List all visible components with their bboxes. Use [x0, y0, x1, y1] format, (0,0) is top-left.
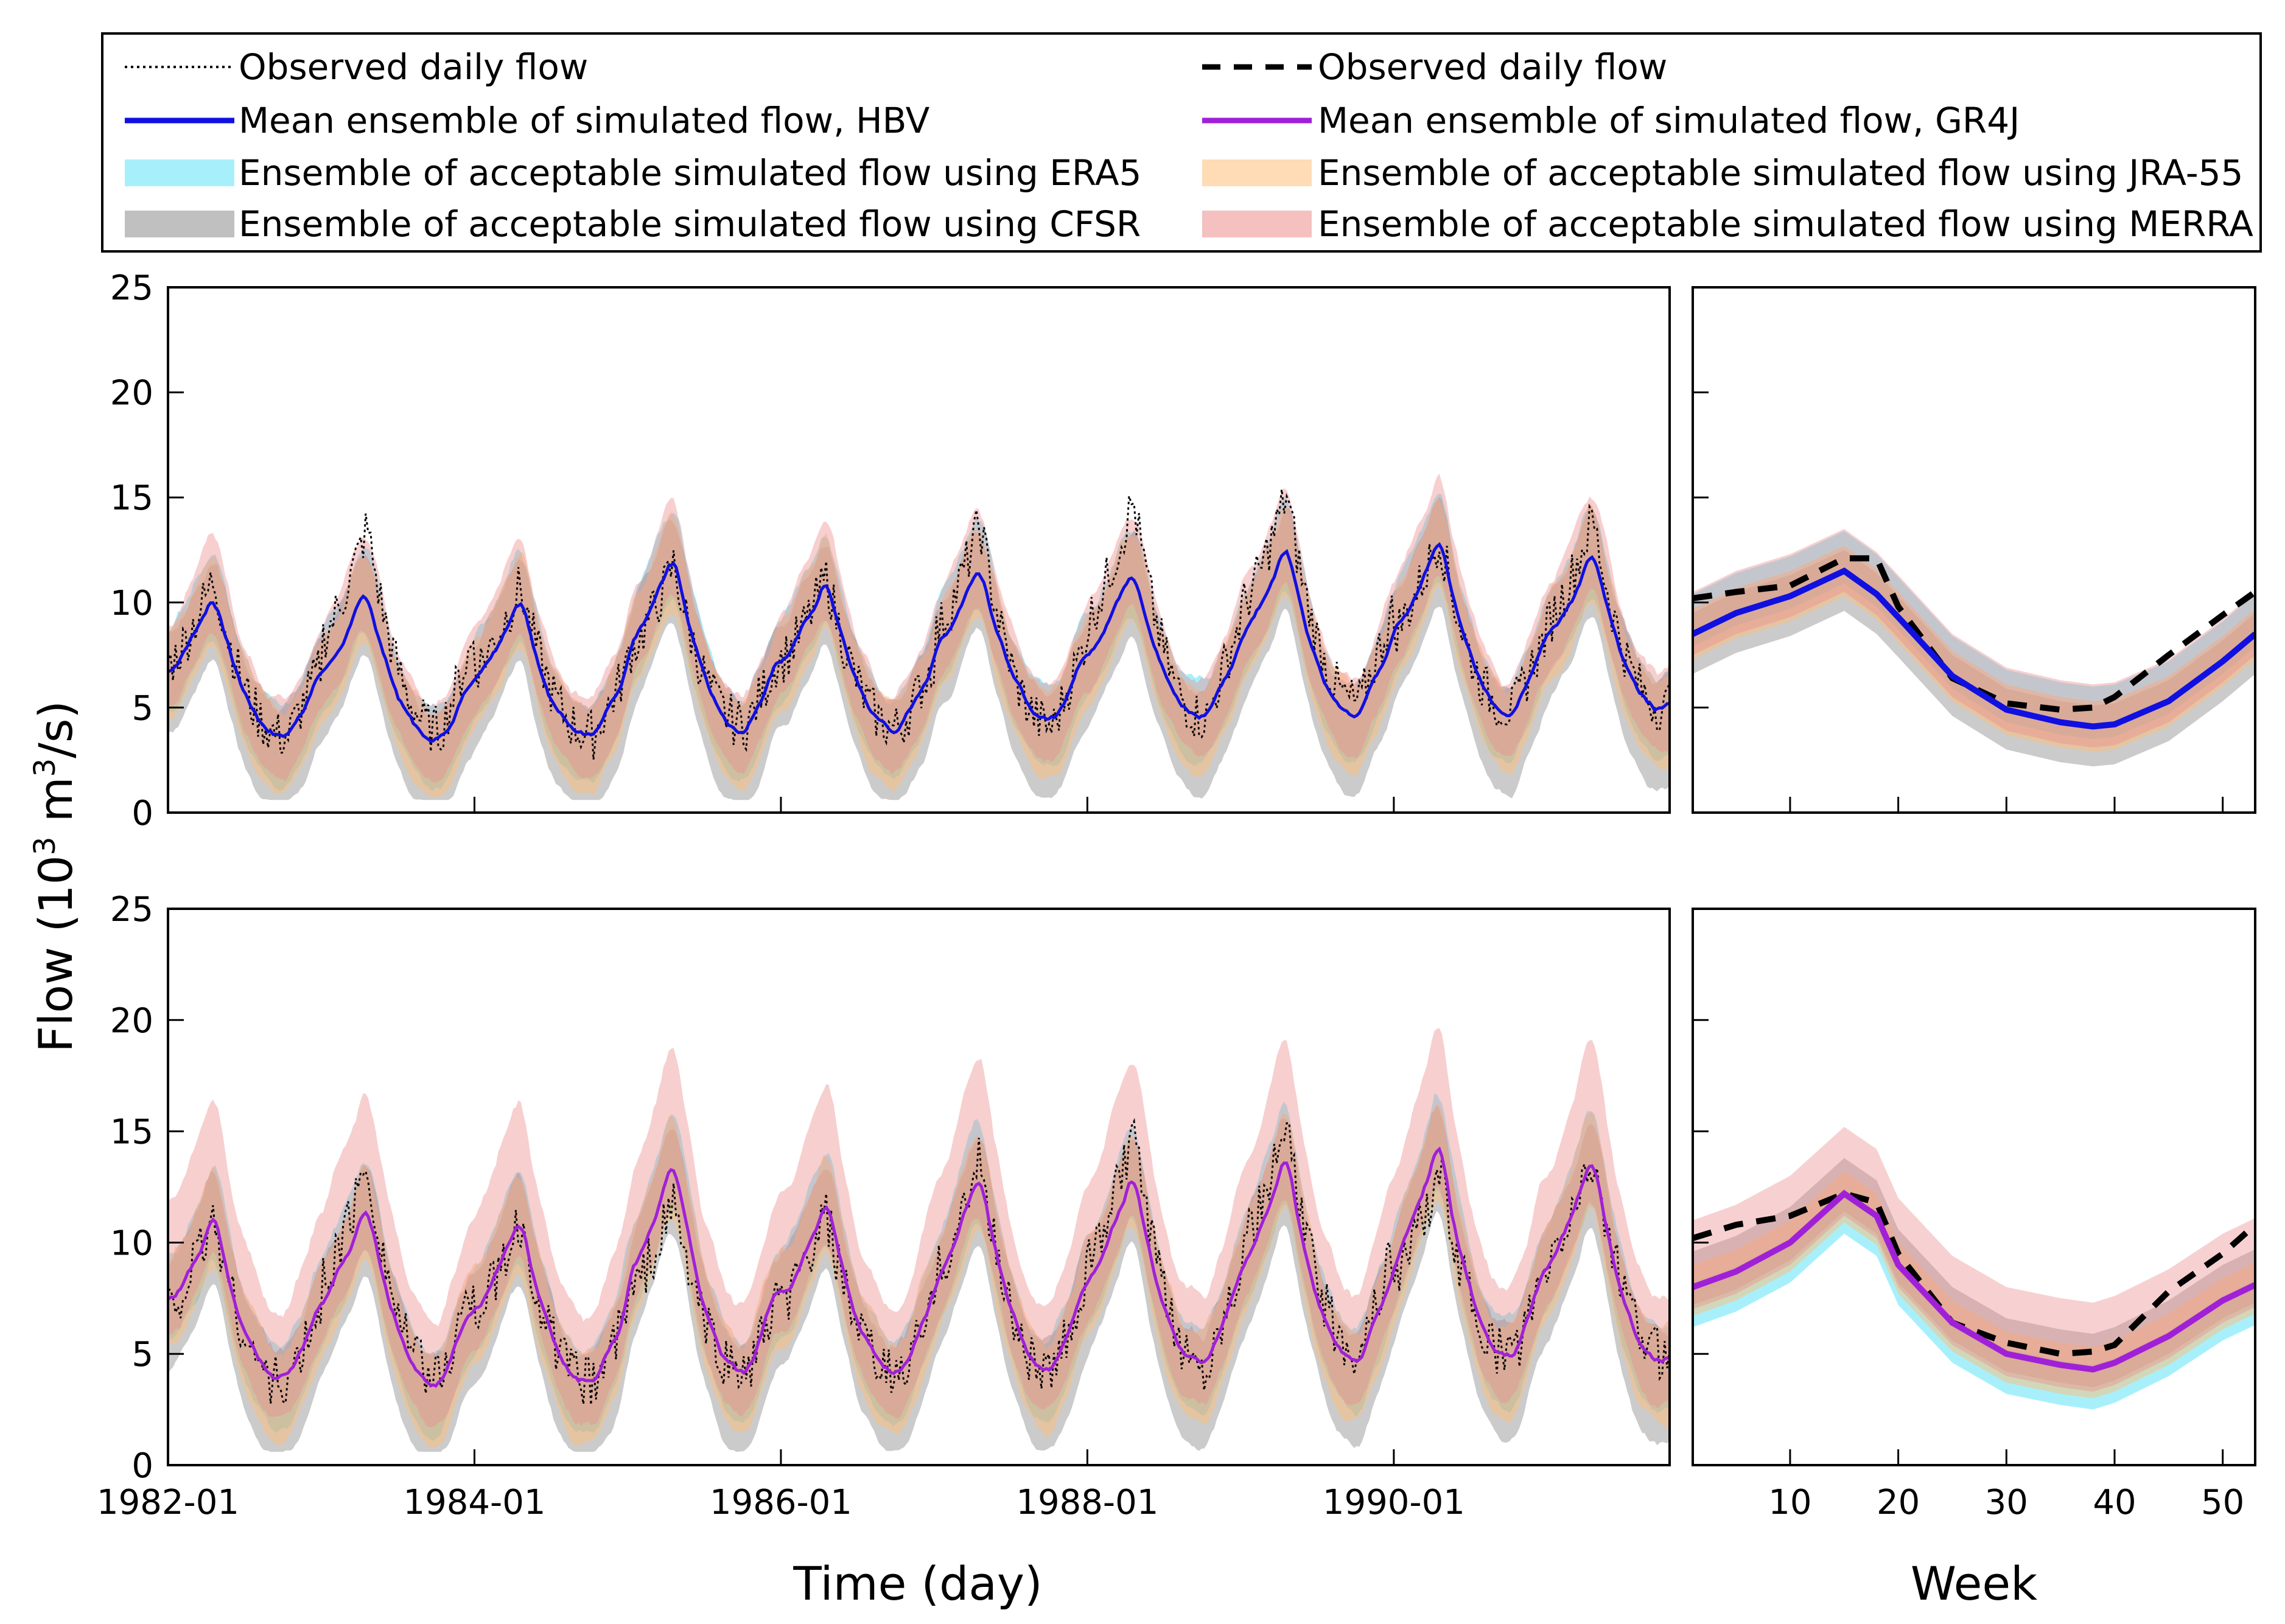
legend-symbol-left-2 [125, 159, 234, 186]
legend-label-right-2: Ensemble of acceptable simulated flow us… [1318, 152, 2243, 194]
bl-xtick-label-2: 1986-01 [710, 1483, 852, 1522]
legend: Observed daily flow Mean ensemble of simu… [101, 32, 2262, 253]
legend-label-right-1: Mean ensemble of simulated flow, GR4J [1318, 100, 2020, 141]
bl-xtick-label-0: 1982-01 [97, 1483, 239, 1522]
panel-gr4j-daily: 0 5 10 15 20 25 1982-01 1984-01 1986-01 1988-01 19… [97, 890, 1671, 1522]
bl-ytick-label-2: 10 [110, 1223, 153, 1263]
br-xtick-label-2: 30 [1985, 1483, 2028, 1522]
legend-label-left-1: Mean ensemble of simulated flow, HBV [239, 100, 930, 141]
br-xtick-label-4: 50 [2201, 1483, 2244, 1522]
bl-band-merra [168, 1028, 1670, 1427]
panel-hbv-daily: 0 5 10 15 20 25 [110, 268, 1671, 833]
br-xtick-label-0: 10 [1768, 1483, 1811, 1522]
panel-hbv-weekly-frame [1692, 286, 2256, 814]
bl-xtick-label-4: 1990-01 [1323, 1483, 1465, 1522]
legend-label-left-0: Observed daily flow [239, 46, 588, 88]
bl-xtick-label-3: 1988-01 [1016, 1483, 1158, 1522]
legend-label-left-2: Ensemble of acceptable simulated flow us… [239, 152, 1141, 194]
panel-gr4j-weekly: 10 20 30 40 50 [1692, 908, 2256, 1522]
br-band-era5 [1693, 1189, 2255, 1410]
panel-gr4j-daily-frame [167, 908, 1671, 1466]
x-axis-title-week: Week [1911, 1556, 2037, 1611]
legend-symbol-right-3 [1202, 211, 1312, 237]
tr-mean-line [1693, 567, 2255, 730]
br-xtick-label-1: 20 [1877, 1483, 1920, 1522]
bl-xtick-label-1: 1984-01 [403, 1483, 545, 1522]
tl-ytick-label-1: 5 [131, 688, 153, 728]
br-xtick-label-3: 40 [2093, 1483, 2136, 1522]
legend-label-right-0: Observed daily flow [1318, 46, 1667, 88]
legend-label-right-3: Ensemble of acceptable simulated flow us… [1318, 203, 2253, 245]
tl-ytick-label-0: 0 [131, 794, 153, 833]
br-band-merra [1693, 1127, 2255, 1392]
bl-ytick-label-1: 5 [131, 1335, 153, 1374]
bl-ytick-label-0: 0 [131, 1446, 153, 1486]
panel-hbv-weekly [1692, 286, 2256, 814]
tl-ytick-label-2: 10 [110, 584, 153, 623]
tl-band-merra [168, 474, 1670, 783]
legend-label-left-3: Ensemble of acceptable simulated flow us… [239, 203, 1141, 245]
legend-frame [101, 32, 2262, 253]
tl-mean-line [168, 542, 1670, 743]
tl-ytick-label-5: 25 [110, 268, 153, 308]
legend-symbol-left-3 [125, 211, 234, 237]
tl-observed-line [168, 489, 1670, 760]
x-axis-title-time: Time (day) [793, 1556, 1042, 1611]
legend-symbol-right-2 [1202, 159, 1312, 186]
br-mean-line [1693, 1189, 2255, 1373]
bl-ytick-label-3: 15 [110, 1113, 153, 1152]
bl-mean-line [168, 1146, 1670, 1388]
br-observed-line [1693, 1190, 2255, 1357]
tl-ytick-label-4: 20 [110, 374, 153, 413]
tr-band-merra [1693, 529, 2255, 747]
bl-ytick-label-4: 20 [110, 1001, 153, 1041]
panel-hbv-daily-frame [167, 286, 1671, 814]
bl-ytick-label-5: 25 [110, 890, 153, 929]
tl-ytick-label-3: 15 [110, 478, 153, 518]
y-axis-title: Flow (103 m3/s) [28, 701, 83, 1052]
panel-gr4j-weekly-frame [1692, 908, 2256, 1466]
